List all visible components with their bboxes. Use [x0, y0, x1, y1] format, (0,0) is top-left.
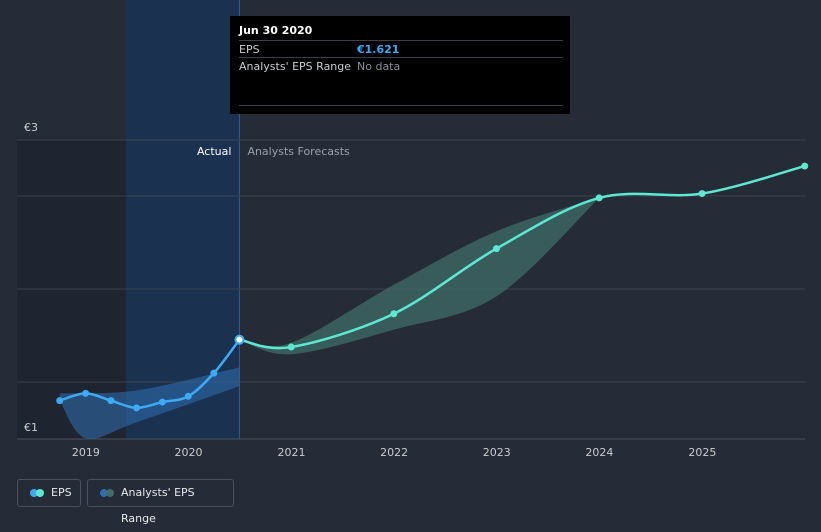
- legend-eps-toggle[interactable]: EPS: [17, 479, 81, 507]
- x-tick-label-2023: 2023: [483, 446, 511, 459]
- actual-eps-point-6: [210, 369, 218, 377]
- forecast-eps-point-1: [287, 343, 295, 351]
- tooltip-eps-value: €1.621: [357, 43, 400, 56]
- x-tick-label-2022: 2022: [380, 446, 408, 459]
- forecast-eps-point-4: [595, 194, 603, 202]
- x-tick-label-2019: 2019: [72, 446, 100, 459]
- tooltip-range-label: Analysts' EPS Range: [239, 60, 352, 73]
- forecast-eps-point-2: [390, 310, 398, 318]
- forecast-region-label: Analysts Forecasts: [247, 145, 350, 158]
- legend-range-toggle[interactable]: Analysts' EPS Range: [87, 479, 234, 525]
- tooltip-row-range: Analysts' EPS Range No data: [239, 57, 563, 75]
- actual-eps-point-2: [107, 397, 115, 405]
- x-tick-label-2021: 2021: [277, 446, 305, 459]
- actual-eps-point-0: [56, 397, 64, 405]
- forecast-eps-point-5: [698, 190, 706, 198]
- tooltip-eps-label: EPS: [239, 43, 260, 56]
- actual-region-label: Actual: [197, 145, 231, 158]
- legend-eps-label: EPS: [51, 486, 72, 499]
- eps-range-bands: [59, 197, 600, 439]
- y-tick-label-bottom: €1: [24, 421, 38, 434]
- tooltip-range-value: No data: [357, 60, 401, 73]
- actual-eps-range-band: [59, 367, 240, 439]
- hover-tooltip: Jun 30 2020 EPS €1.621 Analysts' EPS Ran…: [230, 16, 570, 114]
- eps-points: [56, 162, 809, 412]
- tooltip-row-eps: EPS €1.621: [239, 40, 563, 58]
- actual-eps-point-1: [82, 389, 90, 397]
- legend-range-label: Analysts' EPS Range: [121, 486, 195, 525]
- eps-chart: €3 €1 2019 2020 2021 2022 2023 2024 2025 Actual An…: [17, 0, 809, 459]
- actual-eps-point-7: [234, 334, 245, 345]
- range-legend-icon: [100, 489, 114, 497]
- forecast-eps-point-6: [801, 162, 809, 170]
- forecast-eps-range-band: [239, 197, 600, 355]
- y-tick-label-top: €3: [24, 121, 38, 134]
- x-tick-label-2020: 2020: [175, 446, 203, 459]
- actual-eps-point-5: [184, 392, 192, 400]
- x-tick-label-2025: 2025: [688, 446, 716, 459]
- actual-eps-point-3: [133, 404, 141, 412]
- eps-legend-icon: [30, 489, 44, 497]
- tooltip-date: Jun 30 2020: [239, 24, 313, 37]
- tooltip-divider: [239, 105, 563, 106]
- actual-eps-point-4: [158, 398, 166, 406]
- past-highlight-regions: [17, 0, 240, 439]
- axis-labels: €3 €1 2019 2020 2021 2022 2023 2024 2025 Actual An…: [24, 121, 716, 459]
- x-tick-label-2024: 2024: [585, 446, 613, 459]
- forecast-eps-point-3: [492, 245, 500, 253]
